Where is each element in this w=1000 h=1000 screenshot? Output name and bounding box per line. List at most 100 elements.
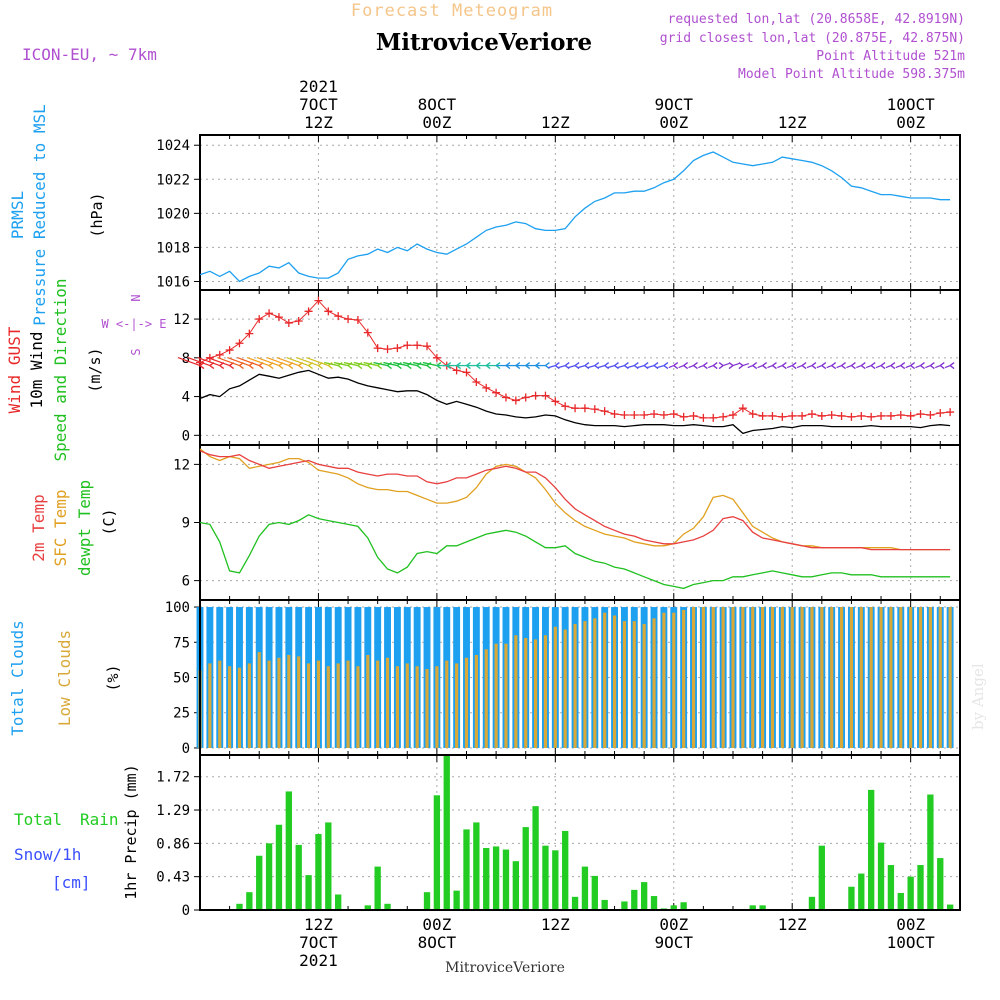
clouds-unit: (%) xyxy=(104,664,122,691)
wind-direction-head xyxy=(718,362,724,370)
pressure-ytick-label: 1020 xyxy=(156,206,190,222)
low-cloud-bar xyxy=(859,607,863,748)
precip-axis-label: 1hr Precip (mm) xyxy=(122,764,140,899)
gust-marker xyxy=(669,410,678,418)
wind-direction-arrow xyxy=(636,364,645,369)
top-time-label: 10OCT xyxy=(887,95,936,114)
wind-direction-head xyxy=(728,362,734,370)
wind-direction-arrow xyxy=(236,356,260,367)
low-cloud-bar xyxy=(524,638,528,748)
wind-direction-arrow xyxy=(885,364,892,369)
rain-bar xyxy=(818,845,825,910)
wind-direction-arrow xyxy=(177,356,201,367)
rain-bar xyxy=(946,904,954,910)
bottom-time-label: 10OCT xyxy=(887,933,936,952)
low-cloud-bar xyxy=(504,643,508,748)
wind-direction-arrow xyxy=(875,364,882,369)
low-cloud-bar xyxy=(297,656,301,748)
wind-direction-arrow xyxy=(187,356,211,367)
wind-direction-arrow xyxy=(905,364,911,369)
wind-direction-head xyxy=(738,362,744,370)
low-cloud-bar xyxy=(366,654,370,748)
gust-marker xyxy=(344,315,353,324)
rain-bar xyxy=(571,896,579,910)
wind-panel: 0 4 8 12 xyxy=(173,289,961,446)
gust-marker xyxy=(265,309,274,318)
temp-2m-line xyxy=(199,450,951,551)
low-cloud-bar xyxy=(889,607,893,748)
top-time-label: 2021 xyxy=(299,77,338,96)
rain-bar xyxy=(808,896,816,910)
low-cloud-bar xyxy=(672,612,676,748)
wind-direction-arrow xyxy=(856,364,862,369)
clouds-ytick-label: 25 xyxy=(173,706,190,722)
rain-bar xyxy=(463,829,470,910)
bottom-time-label: 2021 xyxy=(299,951,338,970)
gust-marker xyxy=(571,404,580,413)
gust-marker xyxy=(837,411,846,420)
gust-marker xyxy=(580,404,589,413)
wind-direction-arrow xyxy=(777,364,783,369)
rain-bar xyxy=(423,892,431,910)
gust-marker xyxy=(719,412,728,421)
rain-bar xyxy=(305,875,312,910)
gust-marker xyxy=(304,307,313,316)
rain-bar xyxy=(907,876,914,910)
rain-bar xyxy=(315,834,322,910)
wind-direction-arrow xyxy=(286,356,309,367)
wind-direction-arrow xyxy=(567,364,576,369)
wind-direction-head xyxy=(920,362,925,370)
gust-marker xyxy=(255,315,264,324)
temperature-ytick-label: 6 xyxy=(182,574,190,590)
wind-direction-head xyxy=(702,362,708,370)
wind-direction-arrow xyxy=(197,356,220,367)
gust-marker xyxy=(916,410,925,418)
wind-direction-arrow xyxy=(548,364,556,369)
rain-bar xyxy=(492,846,500,910)
wind-direction-arrow xyxy=(646,364,655,369)
rain-bar xyxy=(325,822,332,910)
wind-direction-head xyxy=(762,362,767,370)
low-cloud-bar xyxy=(228,666,232,748)
low-cloud-bar xyxy=(800,607,804,748)
rain-bar xyxy=(680,902,687,910)
wind-direction-arrow xyxy=(742,362,750,367)
point-altitude: Point Altitude 521m xyxy=(816,49,965,64)
wind-direction-arrow xyxy=(246,356,270,367)
low-cloud-bar xyxy=(652,618,656,748)
low-cloud-bar xyxy=(928,607,932,748)
gust-marker xyxy=(630,410,639,419)
low-cloud-bar xyxy=(711,607,715,748)
wind-direction-arrow xyxy=(865,364,872,369)
rain-bar xyxy=(542,845,549,910)
gust-marker xyxy=(867,412,876,421)
gust-marker xyxy=(353,316,362,325)
rain-bar xyxy=(562,830,569,910)
rain-bar xyxy=(275,824,283,910)
pressure-line xyxy=(199,151,951,283)
low-cloud-bar xyxy=(632,621,636,748)
rain-bar xyxy=(848,886,855,910)
wind-direction-head xyxy=(939,362,945,370)
rain-bar xyxy=(581,866,589,910)
gust-marker xyxy=(561,402,570,411)
low-cloud-bar xyxy=(820,607,824,748)
low-cloud-bar xyxy=(810,607,814,748)
low-cloud-bar xyxy=(899,607,903,748)
wind-direction-head xyxy=(791,362,797,370)
gust-marker xyxy=(827,410,836,419)
gust-marker xyxy=(709,413,718,422)
rain-bar xyxy=(364,905,371,910)
requested-coords: requested lon,lat (20.8658E, 42.8919N) xyxy=(668,12,965,27)
wind-direction-arrow xyxy=(796,364,803,369)
precip-panel: 0 0.43 0.86 1.29 1.72 xyxy=(156,754,961,919)
low-cloud-bar xyxy=(237,667,242,748)
low-cloud-bar xyxy=(563,629,567,748)
precip-ytick-label: 0.86 xyxy=(156,836,190,852)
low-cloud-bar xyxy=(583,621,587,748)
gust-marker xyxy=(768,411,777,420)
gust-marker xyxy=(886,411,895,420)
gust-marker xyxy=(324,307,333,316)
wind-direction-arrow xyxy=(403,361,418,367)
low-cloud-bar xyxy=(514,635,518,748)
